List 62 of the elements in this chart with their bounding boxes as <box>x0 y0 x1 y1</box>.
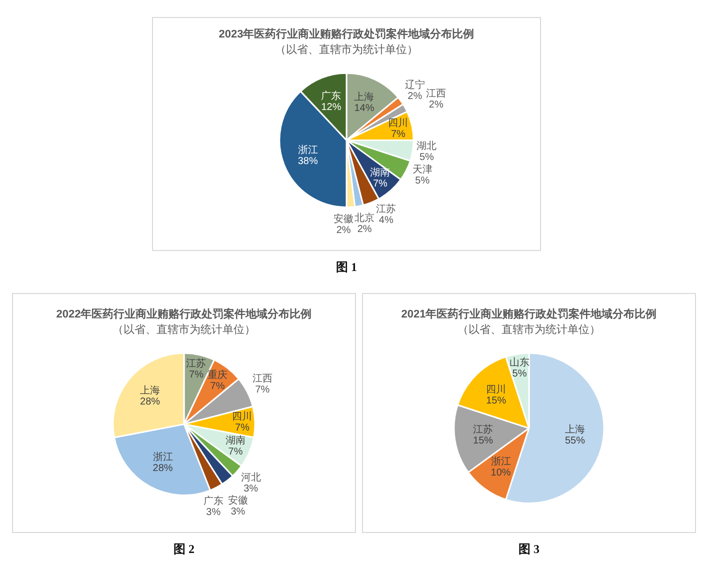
caption: 图 2 <box>172 542 196 557</box>
slice-label: 四川 <box>388 116 408 129</box>
slice-label: 浙江 <box>298 144 318 156</box>
data-label: 7% <box>235 422 250 434</box>
slice-label: 江苏 <box>473 424 494 436</box>
data-label: 15% <box>486 396 506 407</box>
slice-label: 北京 <box>354 212 375 224</box>
slice-label: 四川 <box>486 384 506 396</box>
slice-label: 安徽 <box>334 212 354 225</box>
slice-label: 湖北 <box>416 140 437 152</box>
slice-label: 广东 <box>321 90 342 102</box>
data-label: 28% <box>152 463 173 474</box>
slice-label: 江苏 <box>376 203 396 216</box>
slice-label: 山东 <box>509 356 530 368</box>
slice-label: 江西 <box>252 372 272 384</box>
slice-label: 重庆 <box>208 369 228 382</box>
data-label: 7% <box>372 178 388 190</box>
slice-label: 四川 <box>232 410 252 423</box>
caption: 图 1 <box>335 260 358 275</box>
data-label: 7% <box>189 370 204 381</box>
slice-label: 浙江 <box>490 455 511 468</box>
chart-title: 2021年医药行业商业贿赂行政处罚案件地域分布比例 <box>401 308 657 321</box>
data-label: 15% <box>473 436 494 447</box>
slice-label: 江西 <box>426 87 446 100</box>
data-label: 12% <box>321 102 342 113</box>
data-label: 2% <box>336 224 351 236</box>
data-label: 2% <box>428 99 444 110</box>
data-label: 14% <box>354 102 374 114</box>
caption: 图 3 <box>518 542 540 557</box>
slice-label: 天津 <box>412 163 432 176</box>
chart-subtitle: （以省、直辖市为统计单位） <box>112 322 256 336</box>
data-label: 7% <box>228 446 243 458</box>
slice-label: 上海 <box>140 384 160 396</box>
data-label: 2% <box>357 224 372 236</box>
data-label: 7% <box>210 381 225 392</box>
data-label: 7% <box>255 384 270 396</box>
data-label: 4% <box>378 215 394 226</box>
data-label: 28% <box>140 396 160 408</box>
slice-label: 安徽 <box>228 494 248 506</box>
data-label: 3% <box>206 506 221 518</box>
slice-label: 辽宁 <box>404 78 425 91</box>
data-label: 38% <box>298 156 318 167</box>
chart-title: 2023年医药行业商业贿赂行政处罚案件地域分布比例 <box>218 28 474 41</box>
slice-label: 浙江 <box>152 451 173 464</box>
data-label: 3% <box>230 506 246 518</box>
data-label: 5% <box>415 175 430 186</box>
chart-subtitle: （以省、直辖市为统计单位） <box>275 42 418 56</box>
data-label: 2% <box>408 90 422 102</box>
data-label: 5% <box>419 152 434 164</box>
slice-label: 广东 <box>203 494 224 507</box>
data-label: 10% <box>490 467 511 478</box>
slice-label: 河北 <box>240 471 261 484</box>
data-label: 7% <box>390 128 406 140</box>
data-label: 5% <box>512 368 527 380</box>
slice-label: 上海 <box>564 424 585 436</box>
slice-label: 湖南 <box>226 434 246 447</box>
chart-title: 2022年医药行业商业贿赂行政处罚案件地域分布比例 <box>56 308 312 321</box>
chart-subtitle: （以省、直辖市为统计单位） <box>458 322 600 336</box>
slice-label: 江苏 <box>186 358 206 370</box>
data-label: 55% <box>564 436 586 447</box>
data-label: 3% <box>244 483 258 494</box>
slice-label: 上海 <box>354 90 374 103</box>
